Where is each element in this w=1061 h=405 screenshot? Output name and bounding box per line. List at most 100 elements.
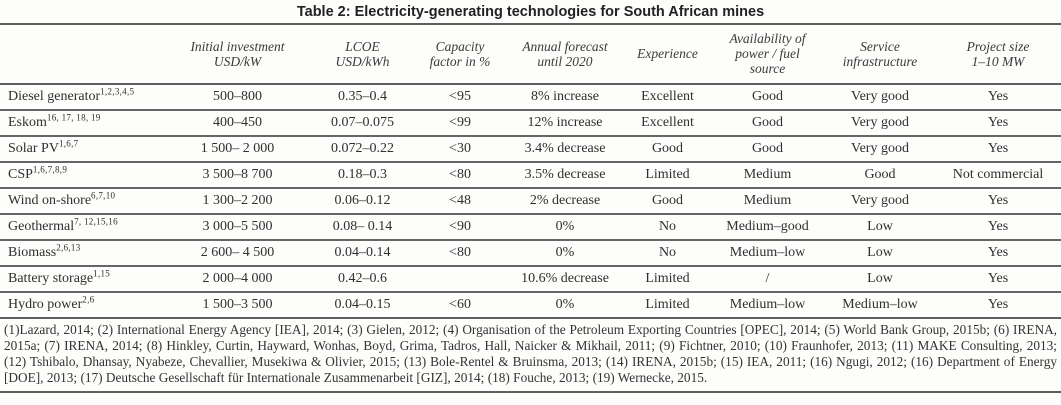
- table-cell: 2 000–4 000: [165, 265, 310, 292]
- table-cell: Yes: [935, 135, 1061, 162]
- table-row: Battery storage1,15 2 000–4 000 0.42–0.6 10…: [0, 265, 1061, 292]
- table-cell: Medium–good: [710, 213, 825, 240]
- column-header: Service infrastructure: [825, 25, 935, 85]
- table-cell: 0.07–0.075: [310, 109, 415, 136]
- table-cell: 500–800: [213, 89, 262, 104]
- table-cell: <48: [415, 187, 505, 214]
- table-cell: No: [625, 239, 710, 266]
- table-cell: Good: [625, 187, 710, 214]
- table-cell: Good: [710, 109, 825, 136]
- row-label: Wind on-shore6,7,10: [0, 187, 165, 214]
- table-title: Table 2: Electricity-generating technolo…: [296, 4, 765, 20]
- column-header: Initial investment USD/kW: [165, 25, 310, 85]
- table-cell: 1 500– 2 000: [165, 135, 310, 162]
- table-cell: 0.04–0.15: [310, 291, 415, 317]
- table-cell: 3.4% decrease: [505, 135, 625, 162]
- footnote: (1)Lazard, 2014; (2) International Energ…: [4, 322, 1057, 385]
- table-cell: Medium–low: [825, 291, 935, 317]
- table-cell: Excellent: [641, 89, 694, 104]
- table-row: Solar PV1,6,7 1 500– 2 000 0.072–0.22 <30 3.…: [0, 135, 1061, 162]
- table-cell: <95: [449, 89, 471, 104]
- table-cell: Yes: [935, 213, 1061, 240]
- table-cell: 0.18–0.3: [310, 161, 415, 188]
- column-header: Experience: [625, 25, 710, 85]
- table-cell: Yes: [987, 89, 1009, 104]
- row-reference-numbers: 2,6,13: [56, 242, 81, 253]
- table-cell: 0%: [505, 239, 625, 266]
- table-body: Diesel generator1,2,3,4,5 500–800 0.35–0.4…: [0, 84, 1061, 317]
- table-row: CSP1,6,7,8,9 3 500–8 700 0.18–0.3 <80 3.5% d…: [0, 161, 1061, 188]
- table-cell: Good: [710, 135, 825, 162]
- table-cell: 0.06–0.12: [310, 187, 415, 214]
- row-reference-numbers: 1,15: [93, 268, 111, 279]
- table-cell: <80: [415, 239, 505, 266]
- table-cell: Low: [825, 213, 935, 240]
- table-cell: Yes: [935, 291, 1061, 317]
- table-cell: Good: [751, 89, 784, 104]
- row-reference-numbers: 1,6,7,8,9: [32, 164, 68, 175]
- technologies-table: Initial investment USD/kW LCOE USD/kWh Cap…: [0, 25, 1061, 317]
- table-cell: Medium–low: [710, 291, 825, 317]
- table-cell: <30: [415, 135, 505, 162]
- page-bottom-rule: [0, 391, 1061, 393]
- table-cell: 10.6% decrease: [505, 265, 625, 292]
- table-cell: 2% decrease: [505, 187, 625, 214]
- table-cell: Excellent: [625, 109, 710, 136]
- table-row: Eskom16, 17, 18, 19 400–450 0.07–0.075 <99 1…: [0, 109, 1061, 136]
- table-cell: Very good: [851, 89, 909, 104]
- table-row: Diesel generator1,2,3,4,5 500–800 0.35–0.4…: [0, 84, 1061, 110]
- table-cell: 3.5% decrease: [505, 161, 625, 188]
- table-cell: Good: [825, 161, 935, 188]
- table-cell: <99: [415, 109, 505, 136]
- table-cell: Limited: [625, 161, 710, 188]
- table-cell: 2 600– 4 500: [165, 239, 310, 266]
- table-cell: 400–450: [165, 109, 310, 136]
- table-cell: 3 000–5 500: [165, 213, 310, 240]
- table-cell: Very good: [825, 187, 935, 214]
- table-cell: 0.08– 0.14: [310, 213, 415, 240]
- table-row: Biomass2,6,13 2 600– 4 500 0.04–0.14 <80 0% N…: [0, 239, 1061, 266]
- row-label: Diesel generator1,2,3,4,5: [8, 86, 135, 104]
- table-row: Wind on-shore6,7,10 1 300–2 200 0.06–0.12 <…: [0, 187, 1061, 214]
- row-reference-numbers: 6,7,10: [91, 190, 116, 201]
- column-header: LCOE USD/kWh: [310, 25, 415, 85]
- table-cell: 1 300–2 200: [165, 187, 310, 214]
- table-cell: 0%: [505, 213, 625, 240]
- table-cell: Medium: [710, 187, 825, 214]
- table-cell: Medium–low: [710, 239, 825, 266]
- table-cell: Yes: [935, 109, 1061, 136]
- table-row: Hydro power2,6 1 500–3 500 0.04–0.15 <60 0% L…: [0, 291, 1061, 317]
- table-bottom-rule: [0, 317, 1061, 319]
- table-cell: 8% increase: [530, 89, 600, 104]
- table-cell: 0%: [505, 291, 625, 317]
- row-reference-numbers: 1,2,3,4,5: [100, 86, 135, 97]
- table-cell: Good: [625, 135, 710, 162]
- table-row: Geothermal7, 12,15,16 3 000–5 500 0.08– 0.…: [0, 213, 1061, 240]
- table-cell: 3 500–8 700: [165, 161, 310, 188]
- column-header: Annual forecast until 2020: [505, 25, 625, 85]
- title-rule: [0, 23, 1061, 25]
- table-cell: 0.04–0.14: [310, 239, 415, 266]
- table-cell: <90: [415, 213, 505, 240]
- header-row: Initial investment USD/kW LCOE USD/kWh Cap…: [0, 25, 1061, 85]
- row-label: Hydro power2,6: [0, 291, 165, 317]
- table-cell: 1 500–3 500: [165, 291, 310, 317]
- table-cell: 0.35–0.4: [338, 89, 387, 104]
- row-reference-numbers: 1,6,7: [58, 138, 79, 149]
- row-label: Eskom16, 17, 18, 19: [0, 109, 165, 136]
- row-reference-numbers: 2,6: [82, 294, 95, 305]
- row-label: Battery storage1,15: [0, 265, 165, 292]
- table-cell: Limited: [625, 291, 710, 317]
- row-label: CSP1,6,7,8,9: [0, 161, 165, 188]
- table-cell: [415, 265, 505, 292]
- table-cell: Medium: [710, 161, 825, 188]
- table-cell: 0.42–0.6: [310, 265, 415, 292]
- table-cell: /: [710, 265, 825, 292]
- row-reference-numbers: 16, 17, 18, 19: [46, 112, 101, 123]
- row-label: Geothermal7, 12,15,16: [0, 213, 165, 240]
- row-label: Solar PV1,6,7: [0, 135, 165, 162]
- row-label: Biomass2,6,13: [0, 239, 165, 266]
- column-header: Capacity factor in %: [415, 25, 505, 85]
- column-header: Project size 1–10 MW: [935, 25, 1061, 85]
